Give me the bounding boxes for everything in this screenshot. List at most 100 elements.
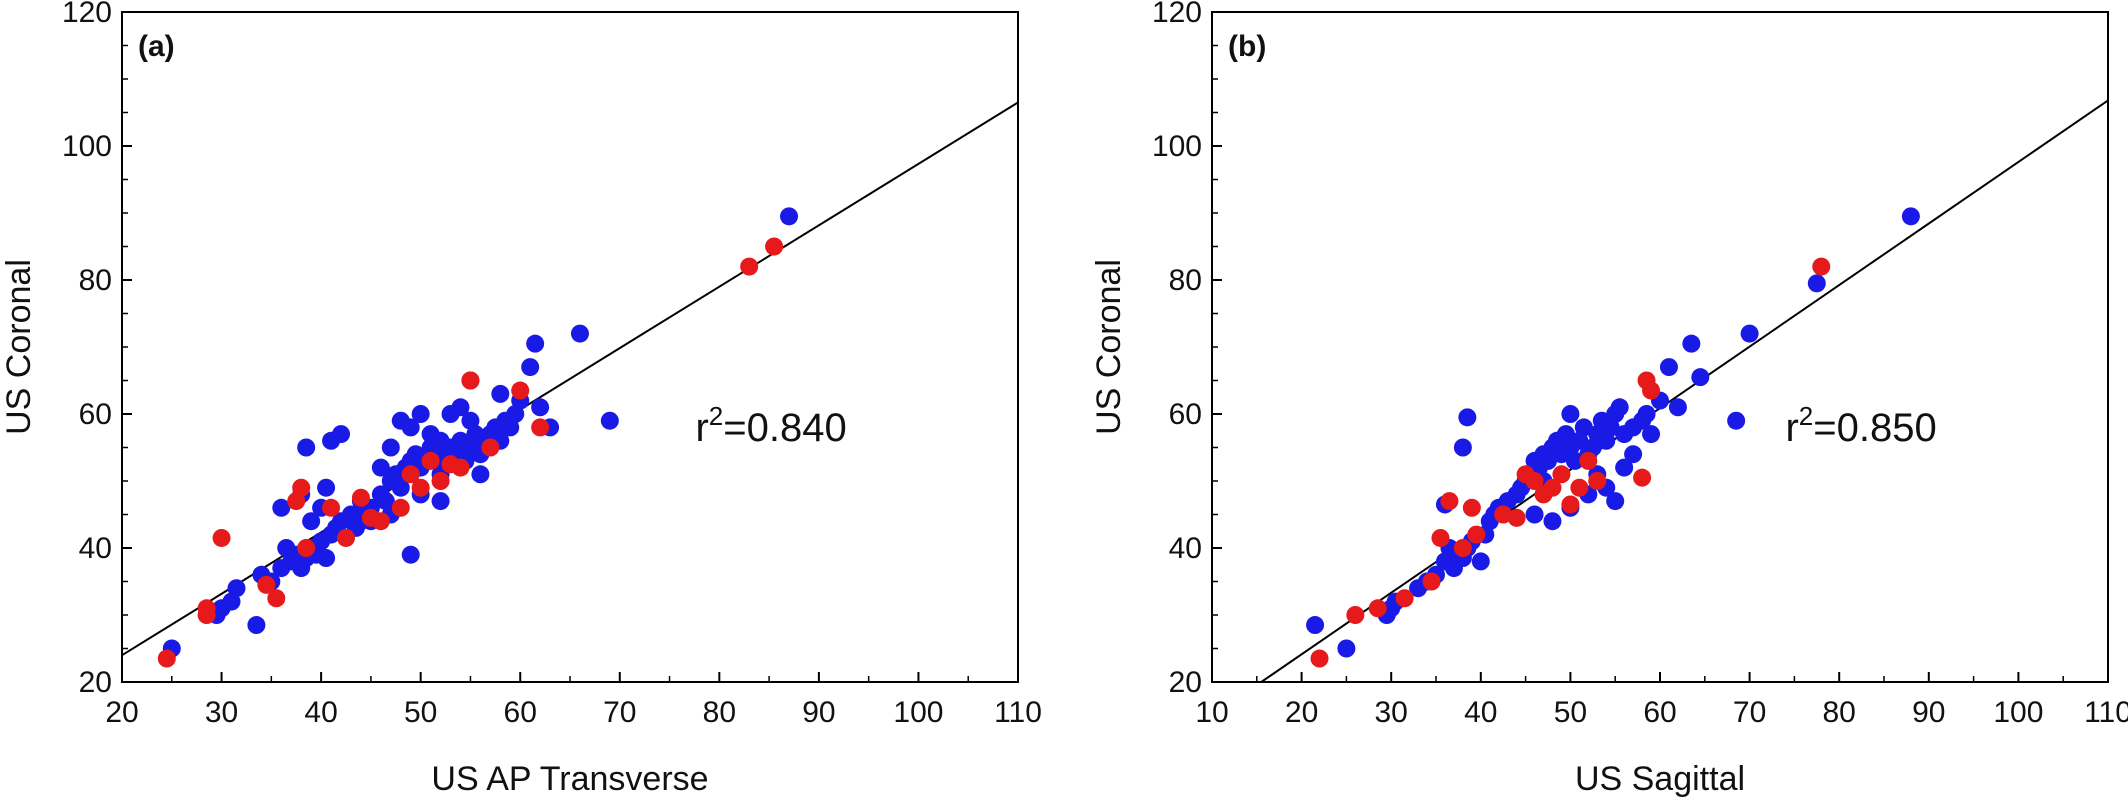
red-data-point [351, 488, 370, 507]
y-axis-label: US Coronal [1090, 259, 1128, 435]
red-data-point [322, 498, 341, 517]
red-data-point [1543, 478, 1562, 497]
blue-data-point [1691, 368, 1710, 387]
red-data-point [421, 451, 440, 470]
blue-data-point [1807, 274, 1826, 293]
blue-data-point [411, 405, 430, 423]
x-tick-label: 100 [893, 696, 943, 729]
red-data-point [461, 371, 480, 390]
r-squared-value: =0.850 [1813, 406, 1936, 450]
red-data-point [391, 498, 410, 517]
blue-data-point [297, 438, 316, 457]
y-axis-label: US Coronal [0, 259, 38, 435]
red-data-point [1552, 465, 1571, 484]
blue-data-point [1561, 405, 1580, 423]
red-data-point [257, 575, 276, 594]
x-tick-label: 20 [105, 696, 138, 729]
red-data-point [1453, 539, 1472, 557]
x-axis-label: US Sagittal [1575, 760, 1745, 798]
red-data-point [401, 465, 420, 484]
y-tick-label: 100 [62, 130, 112, 163]
blue-data-point [227, 579, 246, 598]
red-data-point [212, 528, 231, 547]
blue-data-point [332, 425, 351, 444]
y-tick-label: 40 [1169, 532, 1202, 565]
blue-data-point [1901, 207, 1920, 226]
blue-data-point [600, 411, 619, 430]
blue-data-point [570, 324, 589, 343]
red-data-point [765, 237, 784, 256]
red-data-point [531, 418, 550, 437]
superscript-2: 2 [1799, 401, 1813, 431]
r-squared-annotation: r2=0.850 [1785, 401, 1936, 450]
x-tick-label: 110 [994, 696, 1042, 729]
blue-data-point [1659, 358, 1678, 377]
regression-line [122, 101, 1018, 657]
blue-data-point [401, 545, 420, 564]
panel-b: 10 20 30 40 50 60 70 80 90 100 11020406080100120US… [1090, 0, 2128, 798]
x-tick-label: 60 [504, 696, 537, 729]
regression-line [1260, 99, 2108, 682]
red-data-point [740, 257, 759, 276]
blue-data-point [391, 478, 410, 497]
red-data-point [411, 478, 430, 497]
blue-data-point [526, 334, 545, 353]
x-tick-label: 100 [1993, 696, 2043, 729]
x-tick-label: 20 [1285, 696, 1318, 729]
y-tick-label: 120 [1152, 0, 1202, 29]
y-tick-label: 20 [1169, 666, 1202, 699]
red-data-point [1368, 599, 1387, 618]
plot-frame [1211, 11, 2109, 683]
red-data-point [157, 649, 176, 668]
red-data-point [267, 589, 286, 608]
blue-data-point [1306, 616, 1325, 635]
panel-a: 20 30 40 50 60 70 80 90 100 110 20 40 60 80 100 120 US A… [0, 0, 1042, 798]
y-tick-label: 60 [1169, 398, 1202, 431]
red-data-point [1431, 528, 1450, 547]
red-data-point [197, 599, 216, 618]
y-tick-label: 20 [79, 666, 112, 699]
blue-data-point [381, 438, 400, 457]
red-data-point [1310, 649, 1329, 668]
red-data-point [1579, 451, 1598, 470]
y-tick-label: 60 [79, 398, 112, 431]
y-tick-label: 80 [1169, 264, 1202, 297]
blue-data-point [272, 498, 291, 517]
x-tick-label: 40 [304, 696, 337, 729]
blue-data-point [317, 478, 336, 497]
blue-data-point [531, 398, 550, 417]
r-squared-annotation: r2=0.840 [695, 401, 846, 450]
blue-data-point [1574, 418, 1593, 437]
blue-data-point [371, 458, 390, 477]
blue-data-point [1458, 408, 1477, 427]
red-data-point [431, 472, 450, 490]
blue-data-point [1682, 334, 1701, 353]
x-tick-label: 70 [603, 696, 636, 729]
red-data-point [1462, 498, 1481, 517]
y-tick-label: 100 [1152, 130, 1202, 163]
panel-label: (a) [138, 30, 175, 63]
red-data-point [1812, 257, 1831, 276]
red-data-point [1642, 381, 1661, 400]
red-data-point [1588, 472, 1607, 490]
red-data-point [1570, 478, 1589, 497]
blue-data-point [491, 384, 510, 403]
red-data-point [1395, 589, 1414, 608]
data-layer [122, 101, 1018, 668]
red-data-point [1494, 505, 1513, 524]
r-squared-value: =0.840 [723, 406, 846, 450]
red-data-point [481, 438, 500, 457]
blue-data-point [1610, 398, 1629, 417]
r-symbol: r [695, 406, 708, 450]
x-tick-label: 30 [205, 696, 238, 729]
blue-data-point [1624, 445, 1643, 464]
x-tick-label: 40 [1464, 696, 1497, 729]
blue-data-point [317, 549, 336, 568]
blue-data-point [780, 207, 799, 226]
red-data-point [1561, 495, 1580, 514]
x-tick-label: 50 [404, 696, 437, 729]
x-tick-label: 110 [2084, 696, 2128, 729]
red-data-point [297, 539, 316, 557]
panel-label: (b) [1228, 30, 1266, 63]
